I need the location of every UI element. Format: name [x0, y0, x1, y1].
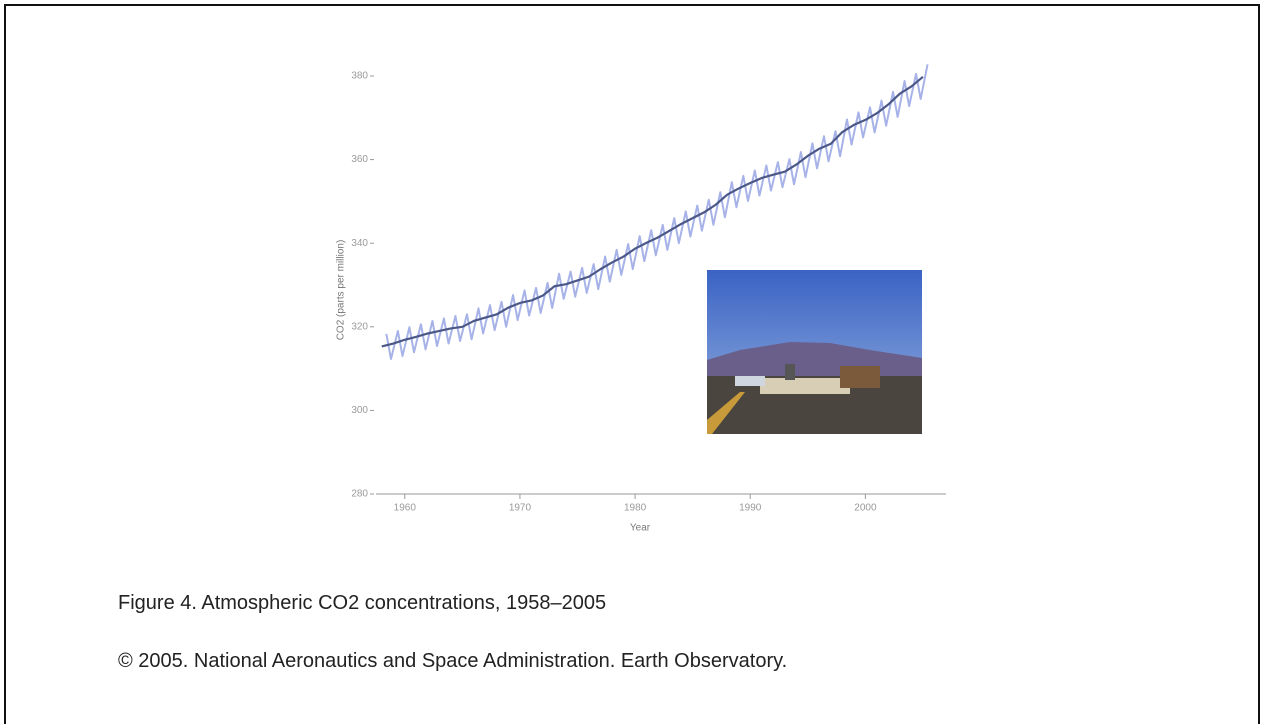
- x-tick-label: 1970: [509, 503, 532, 514]
- page: {"chart_data": {"type": "line", "y_label…: [4, 4, 1260, 724]
- x-tick-label: 1980: [624, 503, 647, 514]
- figure-caption: Figure 4. Atmospheric CO2 concentrations…: [118, 592, 607, 614]
- y-tick-label: 360: [351, 154, 368, 165]
- x-tick-label: 1960: [394, 503, 417, 514]
- x-tick-label: 2000: [854, 503, 877, 514]
- y-tick-label: 300: [351, 405, 368, 416]
- x-tick-label: 1990: [739, 503, 762, 514]
- line: [385, 64, 929, 360]
- credit: © 2005. National Aeronautics and Space A…: [118, 650, 788, 672]
- y-tick-label: 340: [351, 238, 368, 249]
- frame: [4, 4, 1260, 724]
- y-tick-label: 280: [351, 489, 368, 500]
- y-tick-label: 320: [351, 321, 368, 332]
- line: [381, 75, 924, 348]
- photo: [707, 270, 922, 434]
- chart: CO2 (parts per million) Year 280 300 320 34…: [336, 64, 946, 534]
- y-axis-label: CO2 (parts per million): [336, 240, 347, 341]
- y-tick-label: 380: [351, 71, 368, 82]
- x-axis-label: Year: [630, 523, 651, 534]
